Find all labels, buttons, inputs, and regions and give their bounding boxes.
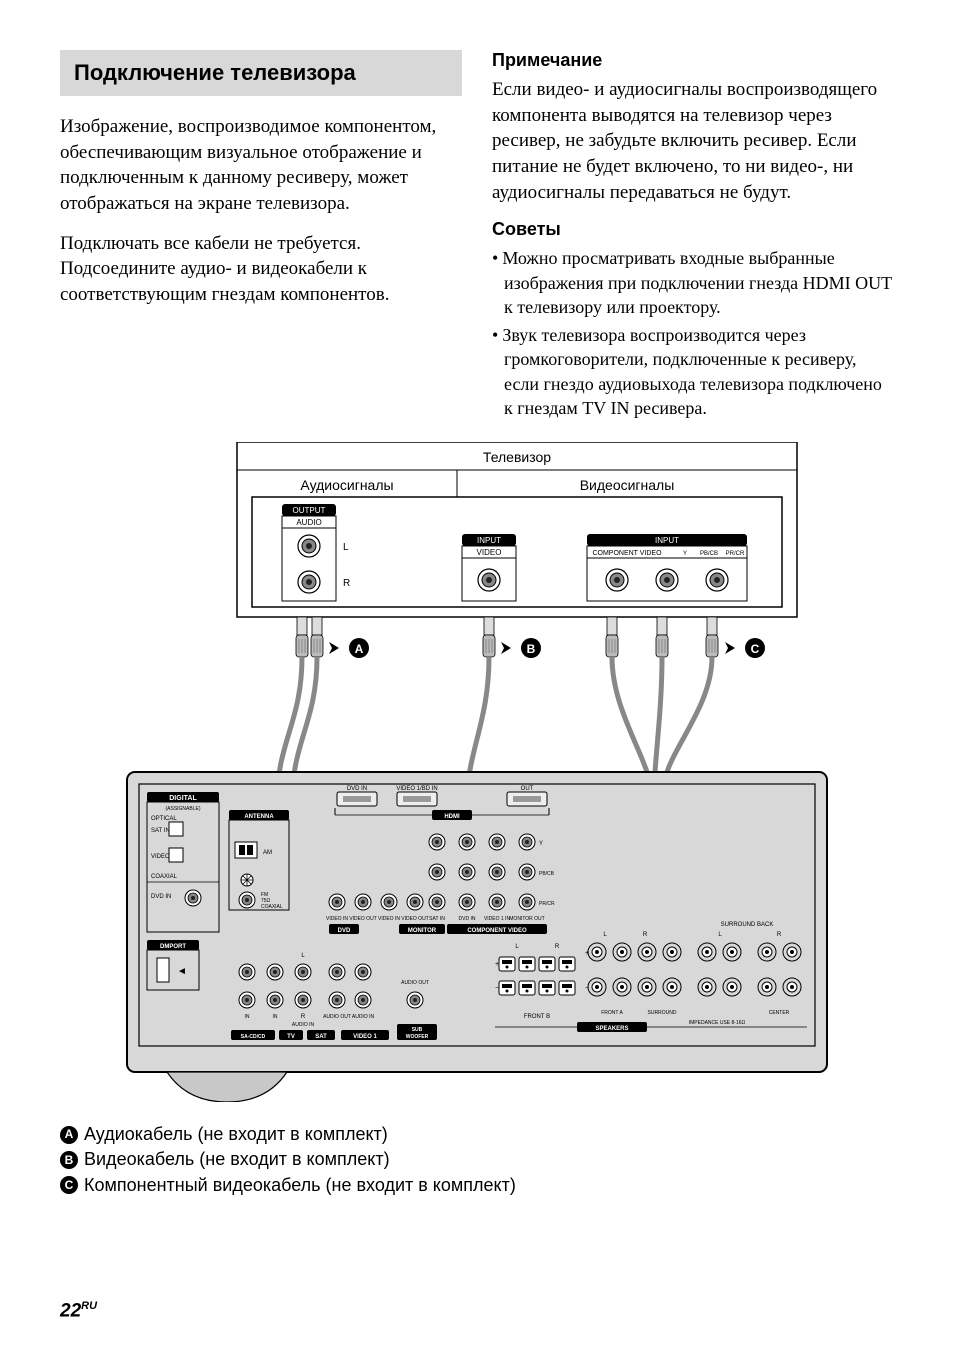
svg-text:SAT: SAT	[315, 1034, 327, 1040]
cable-legend: A Аудиокабель (не входит в комплект) B Вид…	[60, 1122, 894, 1198]
svg-text:SAT IN: SAT IN	[151, 828, 170, 834]
tip-item: Можно просматривать входные выбранные из…	[492, 246, 894, 319]
svg-text:VIDEO IN: VIDEO IN	[326, 916, 348, 922]
svg-text:VIDEO IN: VIDEO IN	[378, 916, 400, 922]
svg-text:MONITOR: MONITOR	[408, 928, 437, 934]
svg-text:SAT IN: SAT IN	[429, 916, 445, 922]
svg-text:L: L	[343, 542, 349, 553]
svg-text:IMPEDANCE USE 8-16Ω: IMPEDANCE USE 8-16Ω	[689, 1020, 746, 1026]
svg-text:Y: Y	[539, 841, 543, 847]
svg-text:FRONT B: FRONT B	[524, 1014, 550, 1020]
svg-text:VIDEO: VIDEO	[477, 548, 502, 557]
svg-text:R: R	[343, 578, 350, 589]
note-heading: Примечание	[492, 50, 894, 71]
svg-text:+: +	[495, 961, 499, 968]
svg-text:OUT: OUT	[521, 786, 534, 792]
svg-text:VIDEO OUT: VIDEO OUT	[401, 916, 429, 922]
svg-text:INPUT: INPUT	[477, 536, 501, 545]
svg-text:DVD IN: DVD IN	[347, 786, 367, 792]
svg-text:R: R	[643, 932, 648, 938]
svg-text:A: A	[355, 642, 364, 656]
svg-text:SURROUND: SURROUND	[648, 1010, 677, 1016]
svg-text:Аудиосигналы: Аудиосигналы	[300, 477, 393, 493]
svg-text:PB/CB: PB/CB	[539, 871, 555, 877]
intro-para-2: Подключать все кабели не требуется. Подс…	[60, 231, 462, 308]
svg-text:B: B	[527, 642, 536, 656]
svg-text:OPTICAL: OPTICAL	[151, 816, 177, 822]
svg-text:COMPONENT VIDEO: COMPONENT VIDEO	[592, 550, 662, 557]
svg-text:DMPORT: DMPORT	[160, 944, 186, 950]
svg-text:(ASSIGNABLE): (ASSIGNABLE)	[165, 806, 200, 812]
legend-text-c: Компонентный видеокабель (не входит в ко…	[84, 1173, 516, 1198]
svg-text:AUDIO: AUDIO	[296, 518, 321, 527]
svg-text:AUDIO OUT: AUDIO OUT	[401, 980, 429, 986]
svg-text:IN: IN	[273, 1014, 278, 1020]
svg-text:R: R	[301, 1014, 306, 1020]
svg-text:Телевизор: Телевизор	[483, 449, 551, 465]
legend-text-b: Видеокабель (не входит в комплект)	[84, 1147, 390, 1172]
svg-text:PR/CR: PR/CR	[539, 901, 555, 907]
svg-text:+: +	[585, 950, 589, 957]
svg-text:SA-CD/CD: SA-CD/CD	[241, 1034, 266, 1040]
svg-text:−: −	[585, 985, 589, 992]
svg-text:SUB: SUB	[412, 1027, 423, 1033]
svg-text:TV: TV	[287, 1034, 295, 1040]
note-body: Если видео- и аудиосигналы воспроизводящ…	[492, 77, 894, 205]
svg-text:INPUT: INPUT	[655, 536, 679, 545]
svg-text:SPEAKERS: SPEAKERS	[595, 1026, 628, 1032]
svg-text:COAXIAL: COAXIAL	[151, 874, 178, 880]
tips-heading: Советы	[492, 219, 894, 240]
svg-text:R: R	[555, 944, 560, 950]
svg-text:DVD: DVD	[338, 928, 351, 934]
tip-item: Звук телевизора воспроизводится через гр…	[492, 323, 894, 420]
svg-text:AUDIO OUT: AUDIO OUT	[323, 1014, 351, 1020]
legend-text-a: Аудиокабель (не входит в комплект)	[84, 1122, 388, 1147]
svg-text:Y: Y	[683, 551, 687, 557]
svg-text:−: −	[495, 985, 499, 992]
svg-text:VIDEO 1 IN: VIDEO 1 IN	[484, 916, 511, 922]
connection-diagram: Телевизор Аудиосигналы Видеосигналы OUTP…	[60, 442, 894, 1102]
svg-text:DIGITAL: DIGITAL	[169, 795, 197, 802]
svg-text:OUTPUT: OUTPUT	[293, 506, 326, 515]
svg-text:AM: AM	[263, 850, 272, 856]
svg-text:PR/CR: PR/CR	[726, 551, 745, 557]
svg-text:CENTER: CENTER	[769, 1010, 790, 1016]
svg-text:COAXIAL: COAXIAL	[261, 904, 283, 910]
svg-text:SURROUND BACK: SURROUND BACK	[721, 922, 774, 928]
svg-text:COMPONENT VIDEO: COMPONENT VIDEO	[467, 928, 527, 934]
svg-text:WOOFER: WOOFER	[406, 1034, 429, 1040]
svg-text:AUDIO IN: AUDIO IN	[352, 1014, 375, 1020]
svg-text:VIDEO 1/BD IN: VIDEO 1/BD IN	[396, 786, 437, 792]
svg-text:◄: ◄	[177, 966, 187, 977]
svg-text:ANTENNA: ANTENNA	[244, 814, 274, 820]
page-number: 22RU	[60, 1300, 97, 1322]
svg-text:R: R	[777, 932, 782, 938]
legend-marker-c: C	[60, 1176, 78, 1194]
svg-text:HDMI: HDMI	[444, 814, 460, 820]
svg-text:VIDEO OUT: VIDEO OUT	[349, 916, 377, 922]
svg-text:FRONT A: FRONT A	[601, 1010, 623, 1016]
svg-text:C: C	[751, 642, 760, 656]
section-title: Подключение телевизора	[60, 50, 462, 96]
svg-text:DVD IN: DVD IN	[151, 894, 171, 900]
tips-list: Можно просматривать входные выбранные из…	[492, 246, 894, 420]
svg-text:MONITOR OUT: MONITOR OUT	[509, 916, 544, 922]
svg-text:PB/CB: PB/CB	[700, 551, 718, 557]
legend-marker-a: A	[60, 1126, 78, 1144]
svg-text:DVD IN: DVD IN	[459, 916, 476, 922]
svg-text:AUDIO IN: AUDIO IN	[292, 1022, 315, 1028]
svg-text:VIDEO 1: VIDEO 1	[353, 1034, 377, 1040]
svg-text:Видеосигналы: Видеосигналы	[580, 477, 675, 493]
svg-text:IN: IN	[245, 1014, 250, 1020]
legend-marker-b: B	[60, 1151, 78, 1169]
intro-para-1: Изображение, воспроизводимое компонентом…	[60, 114, 462, 217]
